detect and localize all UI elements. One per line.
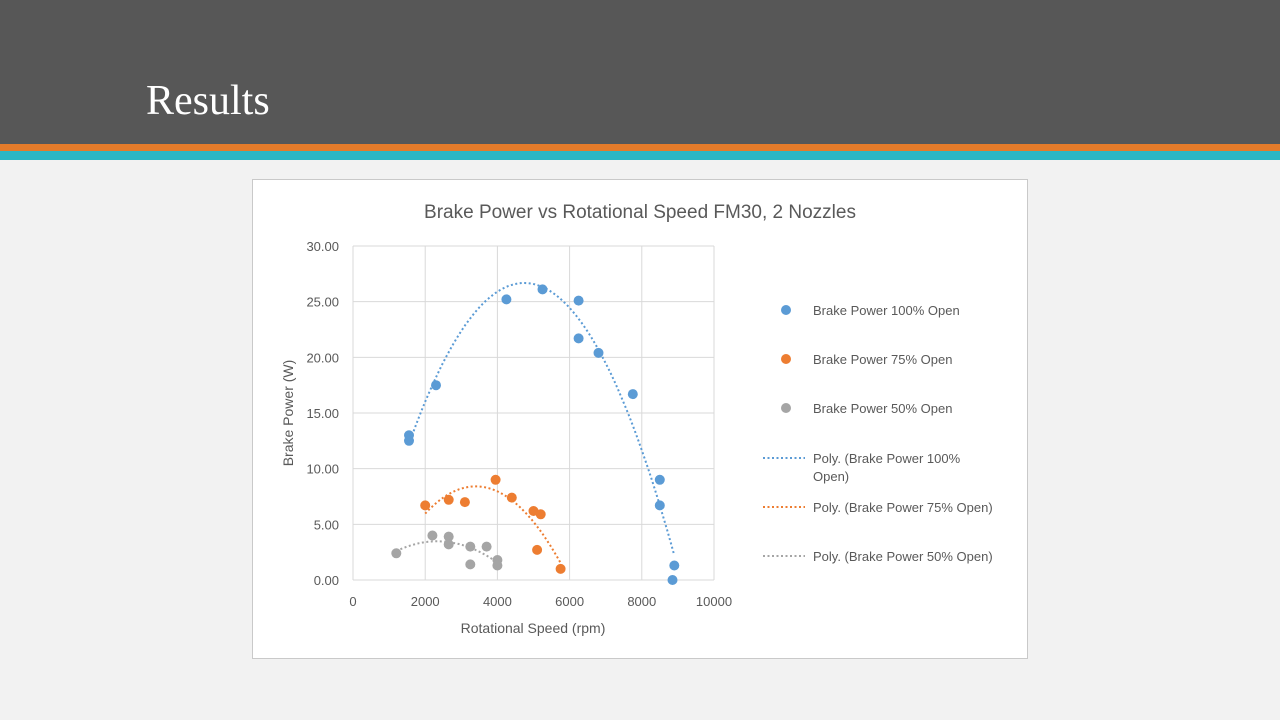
data-point-series-1	[627, 389, 638, 400]
slide-title: Results	[146, 78, 270, 124]
x-axis-label: Rotational Speed (rpm)	[461, 620, 606, 636]
legend-label: Brake Power 50% Open	[813, 401, 952, 416]
x-tick-label: 8000	[627, 594, 656, 609]
data-point-series-2	[490, 474, 501, 485]
data-point-series-3	[465, 559, 476, 570]
data-point-series-1	[654, 500, 665, 511]
data-point-series-2	[443, 494, 454, 505]
y-tick-label: 20.00	[306, 350, 339, 365]
x-tick-label: 0	[349, 594, 356, 609]
legend-label: Brake Power 75% Open	[813, 352, 952, 367]
data-point-series-3	[391, 548, 402, 559]
legend-label: Open)	[813, 469, 849, 484]
header-orange-stripe	[0, 144, 1280, 151]
y-tick-label: 25.00	[306, 295, 339, 310]
data-point-series-1	[537, 284, 548, 295]
data-point-series-2	[535, 509, 546, 520]
chart-title: Brake Power vs Rotational Speed FM30, 2 …	[424, 202, 856, 223]
data-point-series-2	[420, 500, 431, 511]
data-point-series-3	[443, 531, 454, 542]
data-point-series-1	[654, 474, 665, 485]
data-point-series-1	[431, 380, 441, 391]
trendline-3	[395, 540, 498, 564]
legend-label: Poly. (Brake Power 75% Open)	[813, 500, 993, 515]
legend-marker	[781, 403, 791, 413]
legend-marker	[781, 305, 791, 315]
legend-label: Poly. (Brake Power 50% Open)	[813, 549, 993, 564]
trendline-1	[408, 282, 676, 556]
data-point-series-1	[669, 560, 680, 571]
data-point-series-1	[573, 333, 584, 344]
data-point-series-2	[532, 544, 543, 555]
data-point-series-1	[667, 575, 678, 585]
x-tick-label: 10000	[696, 594, 732, 609]
y-tick-label: 30.00	[306, 239, 339, 254]
data-point-series-1	[593, 347, 604, 358]
slide-header	[0, 0, 1280, 144]
y-tick-label: 15.00	[306, 406, 339, 421]
data-point-series-3	[481, 541, 492, 552]
x-tick-label: 4000	[483, 594, 512, 609]
x-tick-label: 6000	[555, 594, 584, 609]
data-point-series-1	[501, 294, 512, 305]
data-point-series-1	[573, 295, 584, 306]
data-point-series-2	[459, 497, 470, 508]
header-teal-stripe	[0, 151, 1280, 160]
data-point-series-2	[506, 492, 517, 503]
data-point-series-3	[492, 560, 503, 571]
x-tick-label: 2000	[411, 594, 440, 609]
legend-marker	[781, 354, 791, 364]
y-tick-label: 5.00	[314, 517, 339, 532]
y-axis-label: Brake Power (W)	[280, 360, 296, 467]
y-tick-label: 0.00	[314, 573, 339, 588]
scatter-chart: Brake Power vs Rotational Speed FM30, 2 …	[280, 202, 993, 636]
legend-label: Poly. (Brake Power 100%	[813, 451, 961, 466]
trendline-2	[424, 485, 562, 564]
chart-container: Brake Power vs Rotational Speed FM30, 2 …	[252, 179, 1028, 659]
data-point-series-3	[465, 541, 476, 552]
data-point-series-2	[555, 563, 566, 574]
y-tick-label: 10.00	[306, 462, 339, 477]
data-point-series-1	[404, 435, 414, 446]
legend-label: Brake Power 100% Open	[813, 303, 960, 318]
data-point-series-3	[427, 530, 438, 541]
data-point-series-3	[443, 539, 454, 550]
